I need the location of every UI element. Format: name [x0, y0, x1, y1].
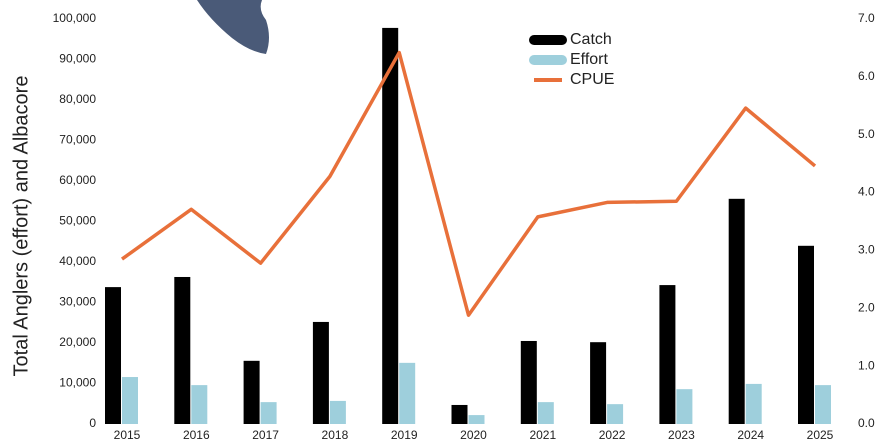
y-axis-label: Total Anglers (effort) and Albacore [10, 76, 32, 377]
x-tick-label: 2020 [460, 428, 487, 442]
y2-tick-label: 0.0 [858, 416, 875, 430]
bar [659, 285, 676, 424]
x-tick-label: 2023 [668, 428, 695, 442]
y2-tick-label: 2.0 [858, 300, 875, 314]
x-tick-label: 2016 [183, 428, 210, 442]
legend-label: Effort [570, 51, 609, 68]
legend-label: CPUE [570, 71, 614, 88]
bar [312, 321, 329, 424]
y2-tick-label: 6.0 [858, 69, 875, 83]
x-tick-label: 2024 [737, 428, 764, 442]
bar [399, 362, 416, 424]
bar [520, 340, 537, 424]
y-tick-label: 30,000 [59, 295, 96, 309]
bar [745, 383, 762, 424]
y-tick-label: 0 [89, 416, 96, 430]
x-tick-label: 2017 [252, 428, 279, 442]
bar [243, 360, 260, 424]
bar [451, 404, 468, 424]
x-tick-label: 2022 [599, 428, 626, 442]
bar [537, 402, 554, 424]
y2-tick-label: 5.0 [858, 127, 875, 141]
bar [382, 27, 399, 424]
y2-tick-label: 4.0 [858, 185, 875, 199]
bar [329, 400, 346, 424]
bar [122, 377, 138, 424]
decoration [197, 0, 269, 54]
bar [590, 342, 607, 424]
y2-tick-label: 3.0 [858, 243, 875, 257]
bar [728, 198, 745, 424]
cpue-line [120, 50, 817, 317]
bar [607, 404, 624, 424]
y-tick-label: 80,000 [59, 92, 96, 106]
y2-tick-label: 1.0 [858, 358, 875, 372]
x-tick-label: 2025 [807, 428, 834, 442]
x-tick-label: 2021 [529, 428, 556, 442]
y-tick-label: 50,000 [59, 214, 96, 228]
x-tick-label: 2019 [391, 428, 418, 442]
y-tick-label: 100,000 [53, 11, 97, 25]
bar [191, 385, 208, 424]
bar [815, 385, 831, 424]
bar [260, 402, 277, 424]
x-tick-label: 2015 [114, 428, 141, 442]
x-tick-label: 2018 [322, 428, 349, 442]
y-tick-label: 10,000 [59, 376, 96, 390]
y-tick-label: 90,000 [59, 52, 96, 66]
y-tick-label: 20,000 [59, 335, 96, 349]
y-tick-label: 60,000 [59, 173, 96, 187]
bar [798, 245, 814, 424]
legend-label: Catch [570, 31, 612, 48]
bar [105, 287, 121, 424]
y2-tick-label: 7.0 [858, 11, 875, 25]
y-tick-label: 40,000 [59, 254, 96, 268]
bar [676, 389, 693, 424]
y-tick-label: 70,000 [59, 133, 96, 147]
bar [468, 415, 485, 424]
bar [174, 276, 191, 424]
